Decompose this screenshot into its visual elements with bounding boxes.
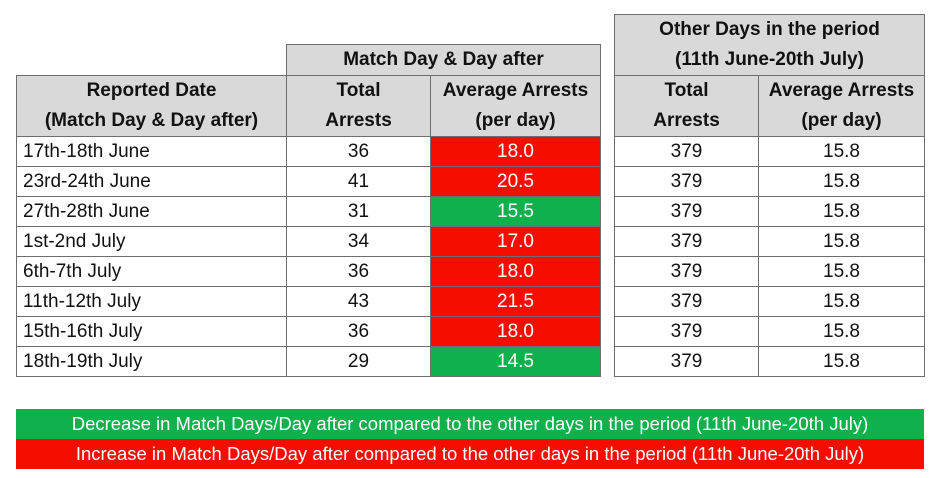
table-row: 379 15.8	[614, 226, 925, 257]
match-day-table: Match Day & Day after Reported Date (Mat…	[16, 44, 601, 377]
total-arrests-cell: 43	[286, 286, 431, 317]
col-header-average-arrests: Average Arrests (per day)	[430, 75, 601, 137]
group-header-other-days: Other Days in the period (11th June-20th…	[614, 14, 925, 76]
reported-date-cell: 6th-7th July	[16, 256, 287, 287]
col-header-average-arrests: Average Arrests (per day)	[758, 75, 925, 137]
total-arrests-cell: 34	[286, 226, 431, 257]
table-row: 379 15.8	[614, 256, 925, 287]
table-row: 18th-19th July 29 14.5	[16, 346, 601, 377]
table-row: 23rd-24th June 41 20.5	[16, 166, 601, 197]
table-row: 6th-7th July 36 18.0	[16, 256, 601, 287]
reported-date-cell: 11th-12th July	[16, 286, 287, 317]
total-arrests-cell: 379	[614, 226, 759, 257]
reported-date-cell: 18th-19th July	[16, 346, 287, 377]
table-row: 379 15.8	[614, 196, 925, 227]
reported-date-cell: 27th-28th June	[16, 196, 287, 227]
col-header-total-arrests: Total Arrests	[286, 75, 431, 137]
average-arrests-cell: 15.8	[758, 226, 925, 257]
average-arrests-cell: 15.8	[758, 316, 925, 347]
group-header-match-day: Match Day & Day after	[286, 44, 601, 76]
reported-date-cell: 23rd-24th June	[16, 166, 287, 197]
average-arrests-cell: 15.8	[758, 166, 925, 197]
table-row: 1st-2nd July 34 17.0	[16, 226, 601, 257]
average-arrests-cell: 15.8	[758, 196, 925, 227]
legend-increase: Increase in Match Days/Day after compare…	[16, 439, 924, 469]
average-arrests-cell: 15.8	[758, 286, 925, 317]
total-arrests-cell: 379	[614, 256, 759, 287]
average-arrests-cell: 14.5	[430, 346, 601, 377]
table-row: 15th-16th July 36 18.0	[16, 316, 601, 347]
col-header-total-arrests: Total Arrests	[614, 75, 759, 137]
total-arrests-cell: 36	[286, 316, 431, 347]
total-arrests-cell: 379	[614, 166, 759, 197]
total-arrests-cell: 36	[286, 136, 431, 167]
table-row: 11th-12th July 43 21.5	[16, 286, 601, 317]
table-row: 379 15.8	[614, 166, 925, 197]
total-arrests-cell: 379	[614, 286, 759, 317]
table-row: 17th-18th June 36 18.0	[16, 136, 601, 167]
col-header-reported-date: Reported Date (Match Day & Day after)	[16, 75, 287, 137]
legend-decrease: Decrease in Match Days/Day after compare…	[16, 409, 924, 439]
total-arrests-cell: 36	[286, 256, 431, 287]
total-arrests-cell: 29	[286, 346, 431, 377]
reported-date-cell: 1st-2nd July	[16, 226, 287, 257]
average-arrests-cell: 20.5	[430, 166, 601, 197]
average-arrests-cell: 15.8	[758, 346, 925, 377]
average-arrests-cell: 15.8	[758, 256, 925, 287]
total-arrests-cell: 379	[614, 346, 759, 377]
blank-corner	[17, 45, 287, 76]
average-arrests-cell: 18.0	[430, 256, 601, 287]
table-row: 379 15.8	[614, 136, 925, 167]
average-arrests-cell: 21.5	[430, 286, 601, 317]
table-row: 27th-28th June 31 15.5	[16, 196, 601, 227]
average-arrests-cell: 18.0	[430, 136, 601, 167]
total-arrests-cell: 379	[614, 136, 759, 167]
average-arrests-cell: 17.0	[430, 226, 601, 257]
total-arrests-cell: 379	[614, 316, 759, 347]
average-arrests-cell: 15.8	[758, 136, 925, 167]
table-row: 379 15.8	[614, 286, 925, 317]
other-days-table: Other Days in the period (11th June-20th…	[614, 14, 925, 377]
table-row: 379 15.8	[614, 346, 925, 377]
total-arrests-cell: 379	[614, 196, 759, 227]
reported-date-cell: 15th-16th July	[16, 316, 287, 347]
reported-date-cell: 17th-18th June	[16, 136, 287, 167]
total-arrests-cell: 41	[286, 166, 431, 197]
average-arrests-cell: 15.5	[430, 196, 601, 227]
average-arrests-cell: 18.0	[430, 316, 601, 347]
total-arrests-cell: 31	[286, 196, 431, 227]
table-row: 379 15.8	[614, 316, 925, 347]
